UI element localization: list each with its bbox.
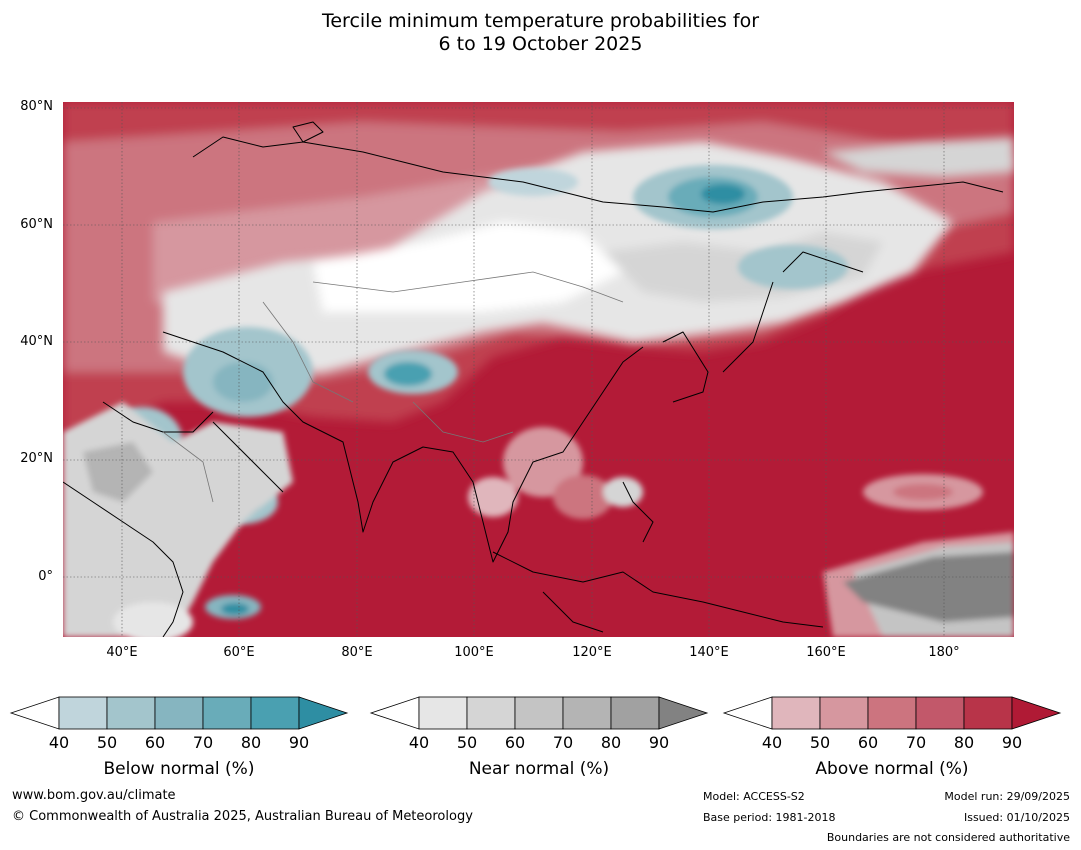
lat-tick-0: 0°	[38, 569, 53, 584]
near-normal-colorbar	[369, 696, 709, 730]
near-normal-swatch-3	[514, 696, 564, 730]
colorbars	[9, 696, 1062, 730]
below-normal-tick: 50	[96, 733, 118, 752]
near-normal-tick: 60	[504, 733, 526, 752]
lat-tick-40n: 40°N	[20, 334, 53, 349]
copyright-text: © Commonwealth of Australia 2025, Austra…	[12, 809, 473, 824]
below-normal-tick: 90	[288, 733, 310, 752]
near-normal-swatch-5	[610, 696, 660, 730]
below-normal-tick: 40	[48, 733, 70, 752]
below-normal-swatch-6	[298, 696, 349, 730]
near-normal-tick: 40	[408, 733, 430, 752]
graticule	[63, 102, 1014, 637]
near-normal-label: Near normal (%)	[468, 759, 610, 779]
above-normal-swatch-6	[1011, 696, 1062, 730]
near-normal-tick: 50	[456, 733, 478, 752]
below-normal-tick: 60	[144, 733, 166, 752]
lon-tick-80e: 80°E	[341, 645, 373, 660]
above-normal-swatch-2	[819, 696, 869, 730]
lat-tick-60n: 60°N	[20, 217, 53, 232]
africa-mideast-near-normal	[63, 402, 643, 637]
lon-tick-120e: 120°E	[572, 645, 612, 660]
above-normal-tick: 90	[1001, 733, 1023, 752]
near-normal-tick: 80	[600, 733, 622, 752]
near-normal-swatch-6	[658, 696, 709, 730]
coastlines	[63, 121, 1004, 637]
near-normal-tick: 90	[648, 733, 670, 752]
above-normal-colorbar	[722, 696, 1062, 730]
above-normal-label: Above normal (%)	[815, 759, 969, 779]
above-normal-swatch-3	[867, 696, 917, 730]
lon-tick-60e: 60°E	[223, 645, 255, 660]
above-normal-swatch-1	[771, 696, 821, 730]
above-normal-tick: 70	[905, 733, 927, 752]
above-normal-swatch-5	[963, 696, 1013, 730]
lat-tick-20n: 20°N	[20, 451, 53, 466]
map-title-line2: 6 to 19 October 2025	[438, 33, 643, 55]
issued-text: Issued: 01/10/2025	[963, 811, 1070, 824]
above-normal-tick: 60	[857, 733, 879, 752]
near-normal-swatch-2	[466, 696, 516, 730]
base-period-text: Base period: 1981-2018	[703, 811, 836, 824]
map-title-line1: Tercile minimum temperature probabilitie…	[321, 10, 760, 32]
below-normal-tick: 70	[192, 733, 214, 752]
disclaimer-text: Boundaries are not considered authoritat…	[826, 831, 1070, 844]
lon-tick-160e: 160°E	[806, 645, 846, 660]
below-normal-label: Below normal (%)	[103, 759, 255, 779]
probability-map	[63, 102, 1014, 637]
above-normal-tick: 40	[761, 733, 783, 752]
model-run-text: Model run: 29/09/2025	[944, 790, 1070, 803]
below-normal-swatch-1	[58, 696, 108, 730]
below-normal-swatch-4	[202, 696, 252, 730]
country-borders	[162, 271, 624, 503]
model-text: Model: ACCESS-S2	[703, 790, 805, 803]
website-link[interactable]: www.bom.gov.au/climate	[12, 788, 176, 803]
lon-tick-140e: 140°E	[689, 645, 729, 660]
above-normal-swatch-4	[915, 696, 965, 730]
below-normal-swatch-3	[154, 696, 204, 730]
above-normal-tick: 80	[953, 733, 975, 752]
below-normal-swatch-0	[9, 696, 60, 730]
above-normal-tick: 50	[809, 733, 831, 752]
below-normal-swatch-5	[250, 696, 300, 730]
below-normal-swatch-2	[106, 696, 156, 730]
lon-tick-40e: 40°E	[106, 645, 138, 660]
near-normal-swatch-1	[418, 696, 468, 730]
lon-tick-180: 180°	[928, 645, 960, 660]
below-normal-colorbar	[9, 696, 349, 730]
pacific-near-normal	[823, 474, 1014, 637]
near-normal-swatch-0	[369, 696, 420, 730]
below-normal-patches	[103, 165, 848, 619]
near-normal-swatch-4	[562, 696, 612, 730]
below-normal-tick: 80	[240, 733, 262, 752]
near-normal-tick: 70	[552, 733, 574, 752]
lat-tick-80n: 80°N	[20, 99, 53, 114]
above-normal-swatch-0	[722, 696, 773, 730]
lon-tick-100e: 100°E	[454, 645, 494, 660]
